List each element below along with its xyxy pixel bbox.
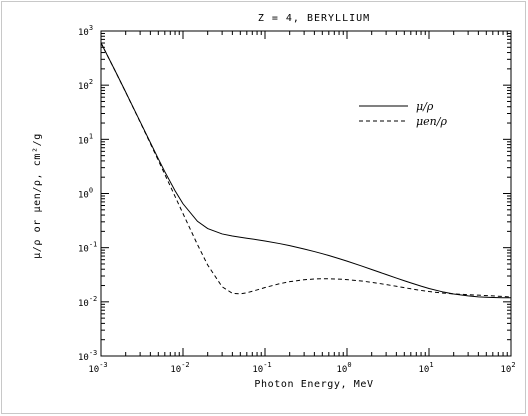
x-tick-labels: 10-3 10-2 10-1 100 101 102 xyxy=(88,361,515,375)
legend: μ/ρ μen/ρ xyxy=(359,100,447,128)
legend-label: μ/ρ xyxy=(416,100,434,113)
x-tick-label: 10-3 xyxy=(88,361,107,375)
x-axis-title: Photon Energy, MeV xyxy=(254,379,373,390)
y-tick-exponent: 2 xyxy=(89,78,93,86)
x-tick-exponent: -1 xyxy=(263,361,271,369)
y-tick-label: 10-2 xyxy=(78,295,97,309)
x-tick-exponent: 0 xyxy=(347,361,351,369)
x-tick-label: 100 xyxy=(336,361,351,375)
y-tick-label: 103 xyxy=(78,24,93,38)
y-tick-base: 10 xyxy=(78,28,89,38)
x-tick-base: 10 xyxy=(88,365,99,375)
y-tick-base: 10 xyxy=(78,353,89,363)
series-line-mu-en xyxy=(101,42,511,298)
x-tick-base: 10 xyxy=(418,365,429,375)
series-line-mu xyxy=(101,42,511,299)
chart-title: Z = 4, BERYLLIUM xyxy=(258,13,370,24)
y-tick-base: 10 xyxy=(78,299,89,309)
x-tick-base: 10 xyxy=(336,365,347,375)
y-tick-label: 10-1 xyxy=(78,241,97,255)
series-group xyxy=(101,42,511,299)
x-tick-base: 10 xyxy=(500,365,511,375)
y-tick-base: 10 xyxy=(78,245,89,255)
x-tick-label: 10-1 xyxy=(252,361,271,375)
y-tick-exponent: -2 xyxy=(89,295,97,303)
y-tick-exponent: -3 xyxy=(89,349,97,357)
x-tick-exponent: -2 xyxy=(181,361,189,369)
y-tick-base: 10 xyxy=(78,82,89,92)
y-tick-exponent: 0 xyxy=(89,187,93,195)
x-tick-exponent: -3 xyxy=(99,361,107,369)
y-axis-title: μ/ρ or μen/ρ, cm²/g xyxy=(32,133,43,259)
x-tick-label: 101 xyxy=(418,361,433,375)
x-tick-base: 10 xyxy=(170,365,181,375)
y-tick-label: 10-3 xyxy=(78,349,97,363)
y-tick-base: 10 xyxy=(78,136,89,146)
y-tick-label: 102 xyxy=(78,78,93,92)
y-tick-exponent: 1 xyxy=(89,132,93,140)
y-tick-exponent: 3 xyxy=(89,24,93,32)
x-tick-base: 10 xyxy=(252,365,263,375)
x-tick-label: 102 xyxy=(500,361,515,375)
x-tick-label: 10-2 xyxy=(170,361,189,375)
y-tick-label: 101 xyxy=(78,132,93,146)
ticks xyxy=(100,30,512,357)
x-tick-exponent: 1 xyxy=(429,361,433,369)
y-tick-exponent: -1 xyxy=(89,241,97,249)
x-tick-exponent: 2 xyxy=(511,361,515,369)
y-tick-base: 10 xyxy=(78,191,89,201)
y-tick-label: 100 xyxy=(78,187,93,201)
legend-label: μen/ρ xyxy=(416,115,447,128)
